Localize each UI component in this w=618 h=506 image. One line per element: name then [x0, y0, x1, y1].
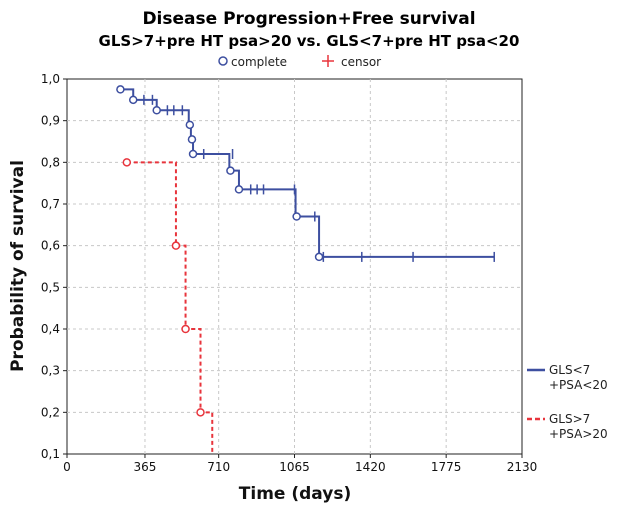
y-tick-label: 0,3 — [41, 364, 60, 378]
y-axis-label: Probability of survival — [8, 160, 28, 372]
y-tick-label: 1,0 — [41, 72, 60, 86]
marker-legend-censor: censor — [341, 55, 381, 69]
event-marker-gls-lt7 — [226, 166, 235, 175]
event-marker-gls-lt7 — [128, 95, 138, 105]
x-tick-label: 0 — [63, 460, 71, 474]
event-marker-gls-lt7 — [116, 85, 125, 94]
censor-marker-icon — [322, 55, 334, 67]
legend-label-gls-gt7-line1: GLS>7 — [549, 412, 590, 426]
series-layer — [116, 85, 495, 454]
y-tick-label: 0,8 — [41, 155, 60, 169]
event-marker-gls-gt7 — [122, 158, 132, 167]
x-tick-label: 1775 — [431, 460, 462, 474]
event-marker-gls-lt7 — [185, 120, 195, 130]
event-marker-gls-lt7 — [292, 212, 301, 221]
x-tick-label: 1420 — [355, 460, 386, 474]
event-marker-gls-gt7 — [181, 324, 190, 334]
series-line-gls-lt7 — [120, 88, 495, 258]
y-tick-label: 0,4 — [41, 322, 60, 336]
x-tick-label: 710 — [207, 460, 230, 474]
y-tick-label: 0,9 — [41, 114, 60, 128]
event-marker-gls-gt7 — [171, 241, 181, 250]
y-tick-label: 0,1 — [41, 447, 60, 461]
event-marker-gls-lt7 — [188, 149, 198, 159]
axis-ticks: 0 365 710 1065 1420 1775 2130 0,1 0,2 0,3 0,4 0,5 0,… — [41, 72, 537, 474]
grid-lines — [67, 79, 522, 454]
event-marker-gls-gt7 — [196, 408, 205, 417]
y-tick-label: 0,2 — [41, 405, 60, 419]
legend-label-gls-lt7-line1: GLS<7 — [549, 363, 590, 377]
chart-subtitle: GLS>7+pre HT psa>20 vs. GLS<7+pre HT psa… — [99, 32, 520, 50]
x-axis-label: Time (days) — [239, 484, 351, 504]
complete-marker-icon — [218, 56, 228, 66]
x-tick-label: 2130 — [507, 460, 538, 474]
y-tick-label: 0,7 — [41, 197, 60, 211]
event-marker-gls-lt7 — [234, 185, 244, 194]
chart-title: Disease Progression+Free survival — [142, 9, 475, 29]
x-tick-label: 365 — [134, 460, 157, 474]
marker-legend-complete: complete — [231, 55, 287, 69]
y-tick-label: 0,6 — [41, 239, 60, 253]
x-tick-label: 1065 — [279, 460, 310, 474]
event-marker-gls-lt7 — [187, 135, 197, 144]
y-tick-label: 0,5 — [41, 280, 60, 294]
event-marker-gls-lt7 — [152, 106, 161, 115]
event-marker-gls-lt7 — [314, 252, 324, 262]
legend-label-gls-lt7-line2: +PSA<20 — [549, 378, 608, 392]
legend-label-gls-gt7-line2: +PSA>20 — [549, 427, 608, 441]
